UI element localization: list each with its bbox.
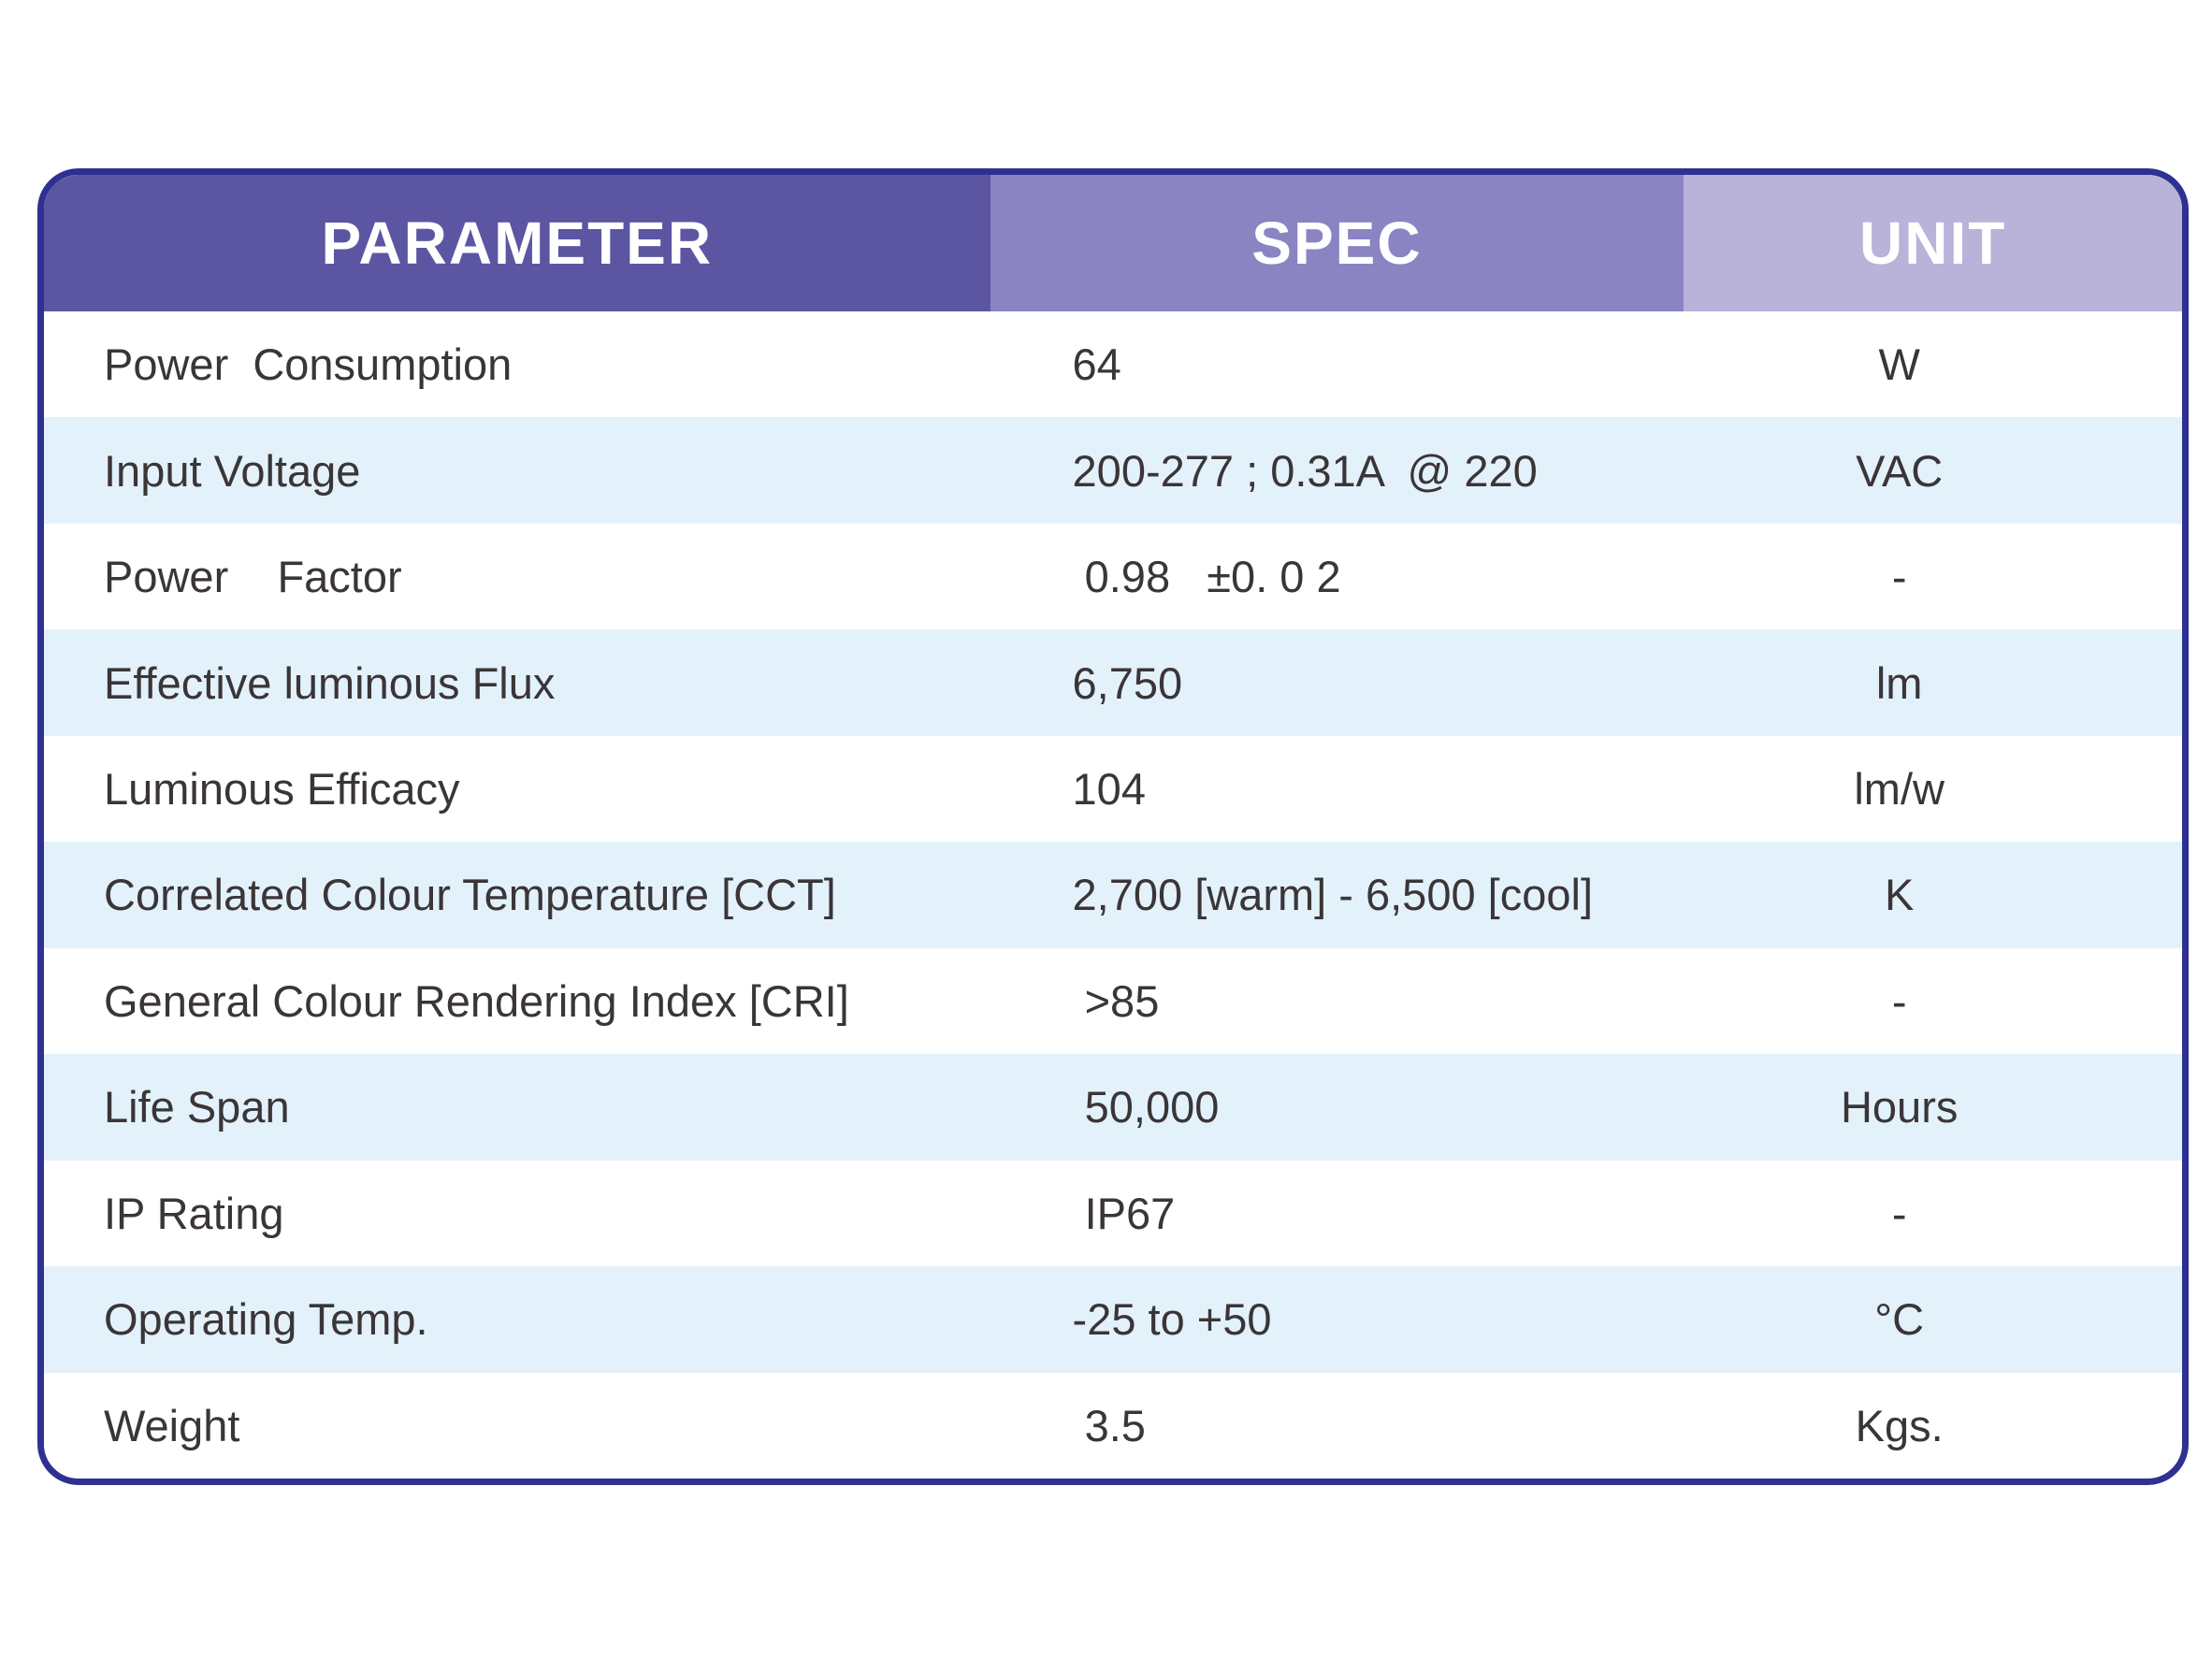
table-row: Weight 3.5 Kgs. xyxy=(44,1372,2182,1479)
parameter-cell: Power Consumption xyxy=(104,339,513,390)
header-spec: SPEC xyxy=(990,175,1684,311)
spec-cell: 104 xyxy=(1072,764,1146,815)
parameter-cell: Life Span xyxy=(104,1082,290,1132)
unit-cell: W xyxy=(1878,339,1920,390)
unit-cell: - xyxy=(1891,975,1907,1026)
spec-cell: 2,700 [warm] - 6,500 [cool] xyxy=(1072,870,1593,920)
table-row: Luminous Efficacy 104 lm/w xyxy=(44,735,2182,843)
table-row: Power Consumption 64 W xyxy=(44,311,2182,418)
table-header-row: PARAMETER SPEC UNIT xyxy=(44,175,2182,311)
table-row: IP Rating IP67 - xyxy=(44,1160,2182,1267)
table-row: Power Factor 0.98 ±0. 0 2 - xyxy=(44,523,2182,630)
unit-cell: lm/w xyxy=(1854,764,1945,815)
parameter-cell: Operating Temp. xyxy=(104,1294,428,1345)
unit-cell: - xyxy=(1891,1188,1907,1238)
unit-cell: lm xyxy=(1875,657,1923,708)
spec-cell: >85 xyxy=(1072,975,1160,1026)
spec-cell: IP67 xyxy=(1072,1188,1176,1238)
unit-cell: °C xyxy=(1874,1294,1925,1345)
unit-cell: Kgs. xyxy=(1855,1400,1944,1450)
spec-cell: 64 xyxy=(1072,339,1121,390)
unit-cell: - xyxy=(1891,552,1907,602)
spec-cell: -25 to +50 xyxy=(1072,1294,1272,1345)
spec-cell: 3.5 xyxy=(1072,1400,1146,1450)
spec-cell: 50,000 xyxy=(1072,1082,1220,1132)
table-body: Power Consumption 64 W Input Voltage 200… xyxy=(44,311,2182,1479)
parameter-cell: Power Factor xyxy=(104,552,402,602)
table-row: Effective luminous Flux 6,750 lm xyxy=(44,629,2182,736)
table-row: Input Voltage 200-277 ; 0.31A @ 220 VAC xyxy=(44,417,2182,524)
table-row: Operating Temp. -25 to +50 °C xyxy=(44,1266,2182,1373)
header-unit: UNIT xyxy=(1684,175,2182,311)
spec-cell: 0.98 ±0. 0 2 xyxy=(1072,552,1341,602)
spec-table: PARAMETER SPEC UNIT Power Consumption 64… xyxy=(37,168,2189,1485)
spec-cell: 200-277 ; 0.31A @ 220 xyxy=(1072,445,1538,496)
parameter-cell: IP Rating xyxy=(104,1188,284,1238)
parameter-cell: General Colour Rendering Index [CRI] xyxy=(104,975,849,1026)
table-row: Correlated Colour Temperature [CCT] 2,70… xyxy=(44,842,2182,948)
parameter-cell: Luminous Efficacy xyxy=(104,764,460,815)
header-parameter: PARAMETER xyxy=(44,175,990,311)
parameter-cell: Effective luminous Flux xyxy=(104,657,556,708)
table-row: General Colour Rendering Index [CRI] >85… xyxy=(44,947,2182,1055)
unit-cell: Hours xyxy=(1840,1082,1959,1132)
parameter-cell: Weight xyxy=(104,1400,240,1450)
parameter-cell: Input Voltage xyxy=(104,445,361,496)
parameter-cell: Correlated Colour Temperature [CCT] xyxy=(104,870,836,920)
unit-cell: K xyxy=(1884,870,1915,920)
unit-cell: VAC xyxy=(1856,445,1944,496)
table-row: Life Span 50,000 Hours xyxy=(44,1054,2182,1161)
spec-cell: 6,750 xyxy=(1072,657,1183,708)
